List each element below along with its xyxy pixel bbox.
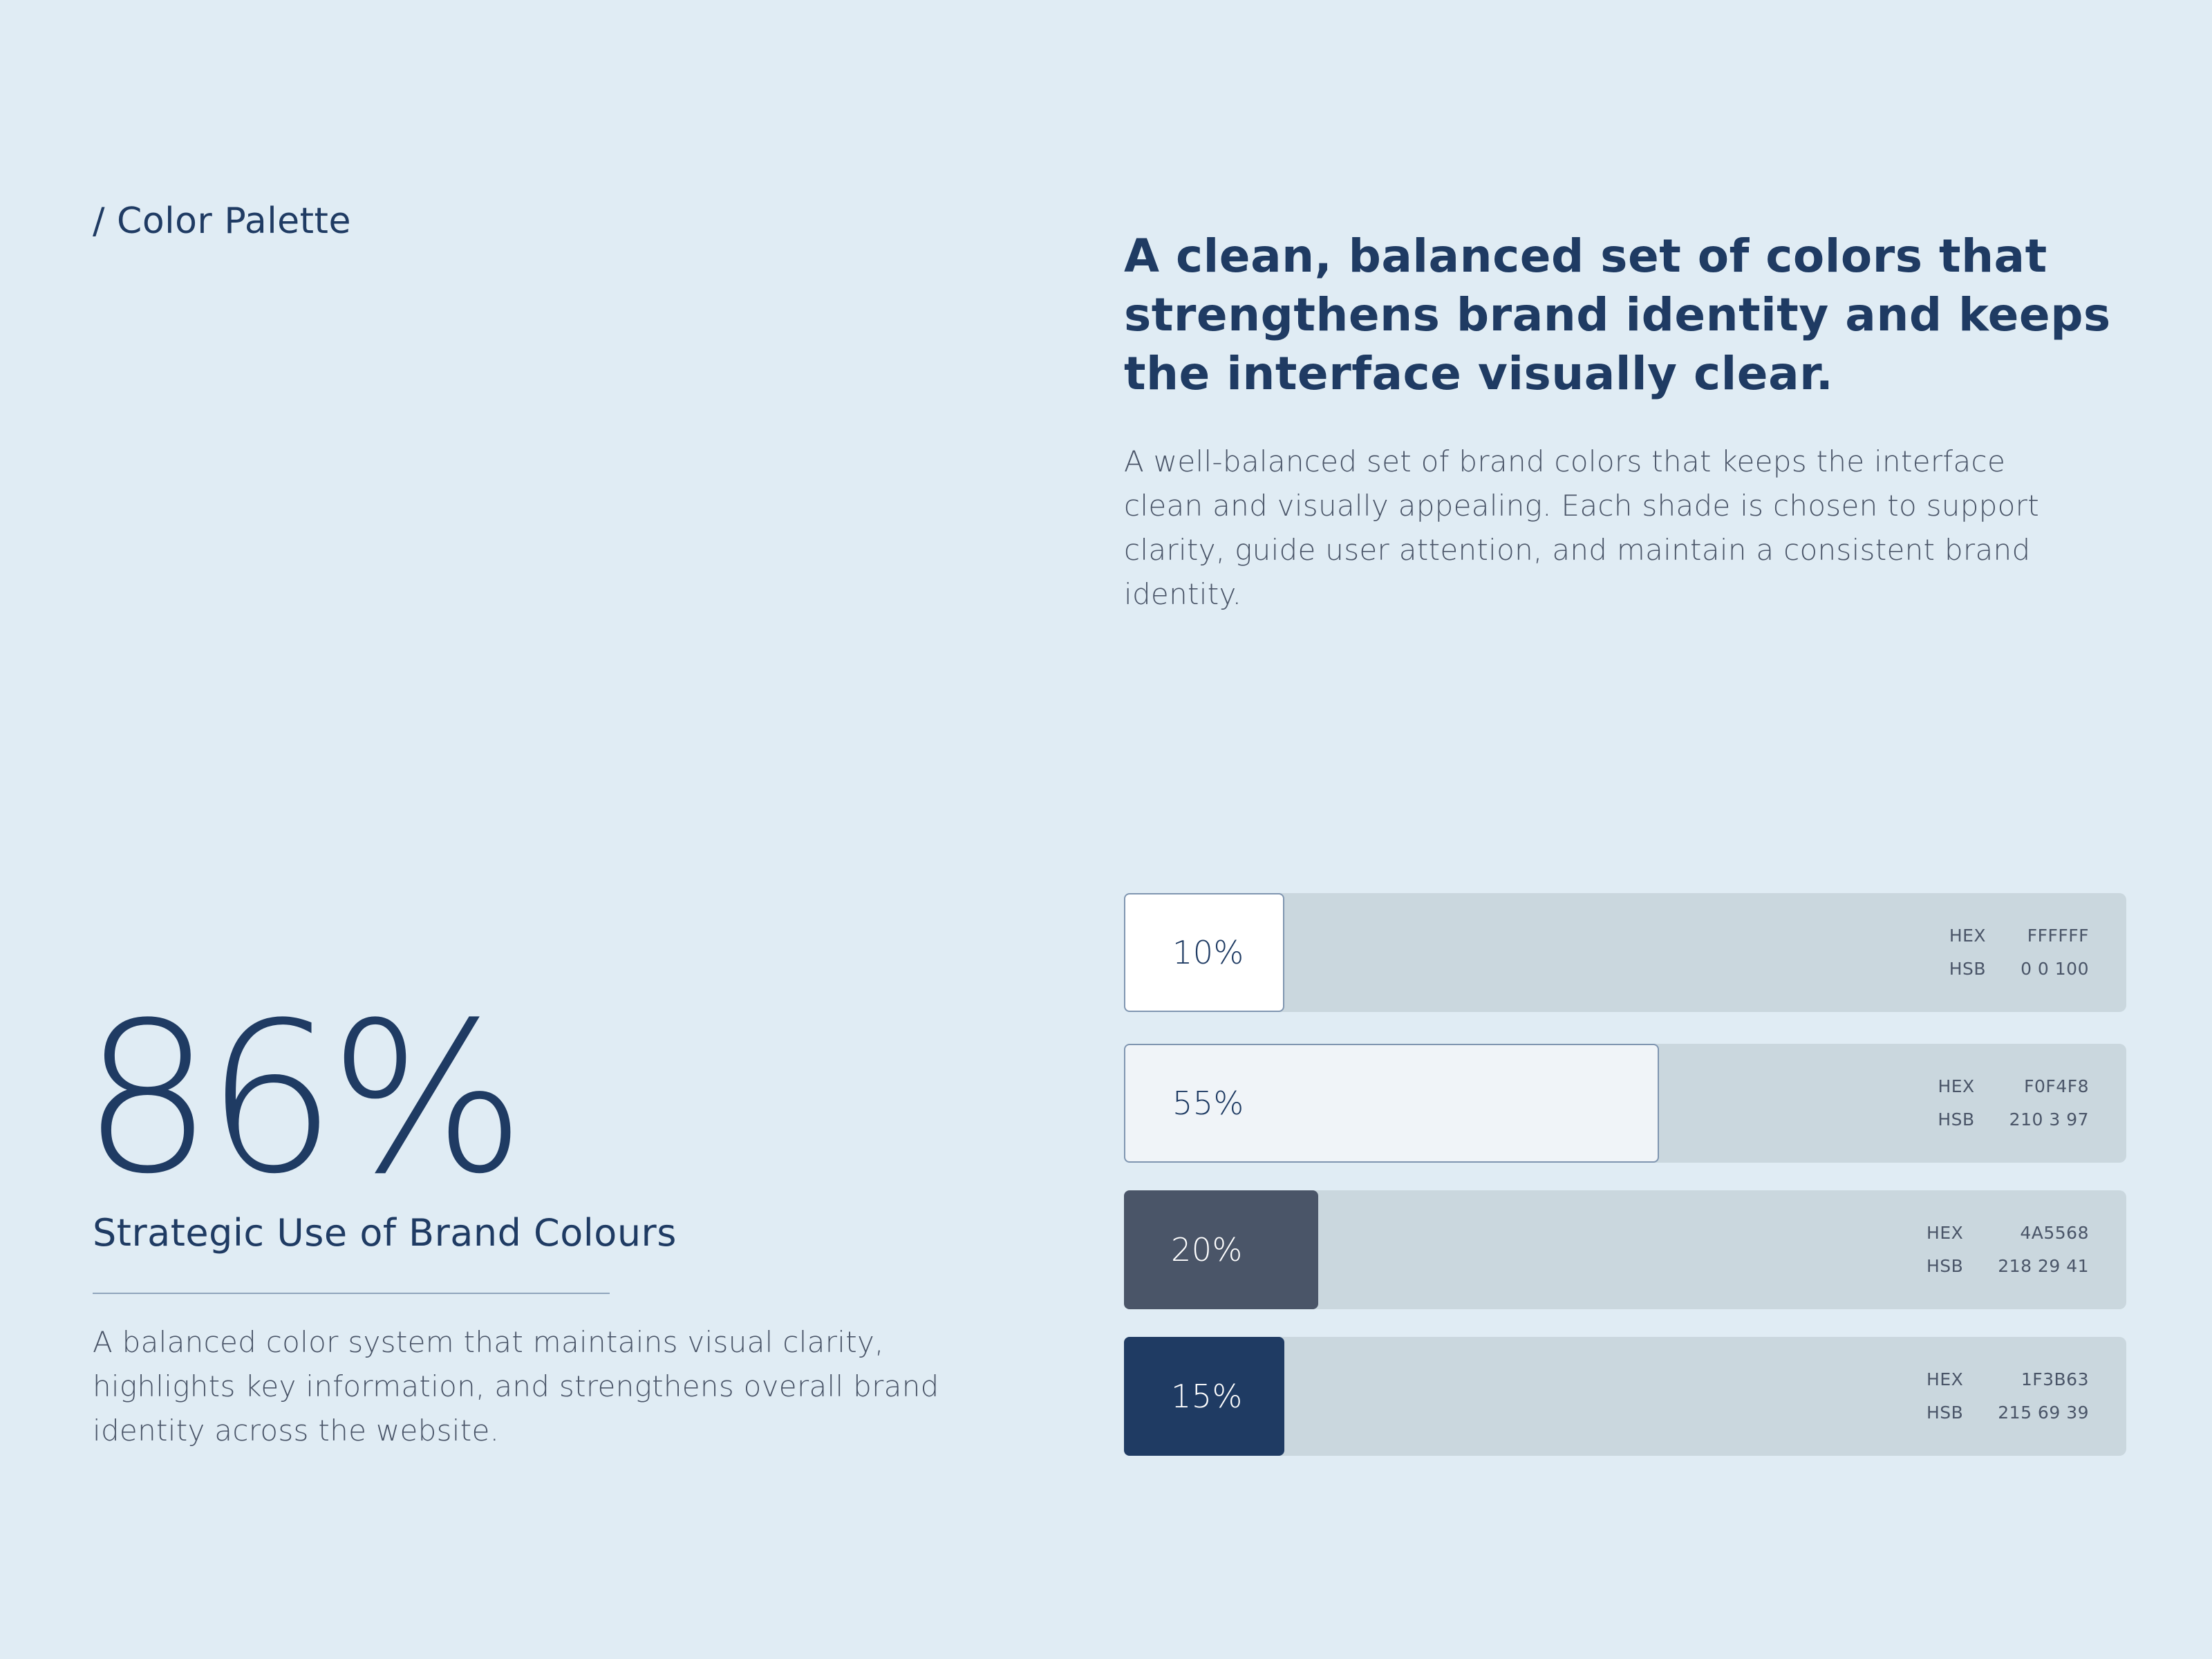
hero-intro: A well-balanced set of brand colors that… [1124, 444, 2039, 611]
hsb-label: HSB [1938, 1109, 1975, 1130]
hsb-value: 215 69 39 [1998, 1403, 2089, 1423]
usage-fill: 15% [1124, 1337, 1284, 1456]
palette-row-slate: 20% HEX 4A5568 HSB 218 29 41 [1124, 1190, 2126, 1309]
usage-percent: 20% [1171, 1231, 1243, 1268]
palette-row-white: 10% HEX FFFFFF HSB 0 0 100 [1124, 893, 2126, 1012]
color-codes: HEX F0F4F8 HSB 210 3 97 [1938, 1074, 2089, 1132]
hsb-label: HSB [1949, 959, 1987, 979]
hex-value: FFFFFF [2027, 926, 2089, 946]
hex-label: HEX [1938, 1076, 1975, 1096]
stat-label: Strategic Use of Brand Colours [93, 1211, 677, 1255]
hex-label: HEX [1949, 926, 1987, 946]
usage-percent: 10% [1172, 934, 1244, 971]
hsb-value: 218 29 41 [1998, 1256, 2089, 1276]
divider [93, 1293, 610, 1294]
hsb-value: 0 0 100 [2021, 959, 2089, 979]
hex-label: HEX [1927, 1223, 1964, 1243]
hero-headline: A clean, balanced set of colors that str… [1124, 229, 2111, 400]
hex-label: HEX [1927, 1369, 1964, 1389]
hex-value: 1F3B63 [2021, 1369, 2089, 1389]
usage-fill: 55% [1124, 1044, 1659, 1163]
usage-percent: 15% [1171, 1378, 1243, 1415]
stat-description: A balanced color system that maintains v… [93, 1325, 939, 1447]
hsb-label: HSB [1926, 1256, 1964, 1276]
section-eyebrow: / Color Palette [93, 200, 351, 242]
usage-percent: 55% [1172, 1085, 1244, 1122]
color-codes: HEX 4A5568 HSB 218 29 41 [1927, 1221, 2089, 1279]
palette-row-navy: 15% HEX 1F3B63 HSB 215 69 39 [1124, 1337, 2126, 1456]
usage-fill: 20% [1124, 1190, 1318, 1309]
hsb-value: 210 3 97 [2009, 1109, 2089, 1130]
stat-value: 86% [82, 978, 526, 1219]
palette-row-off-white: 55% HEX F0F4F8 HSB 210 3 97 [1124, 1044, 2126, 1163]
hex-value: 4A5568 [2020, 1223, 2089, 1243]
usage-fill: 10% [1124, 893, 1284, 1012]
color-codes: HEX 1F3B63 HSB 215 69 39 [1927, 1367, 2089, 1425]
color-codes: HEX FFFFFF HSB 0 0 100 [1949, 924, 2089, 982]
hsb-label: HSB [1926, 1403, 1964, 1423]
hex-value: F0F4F8 [2024, 1076, 2089, 1096]
